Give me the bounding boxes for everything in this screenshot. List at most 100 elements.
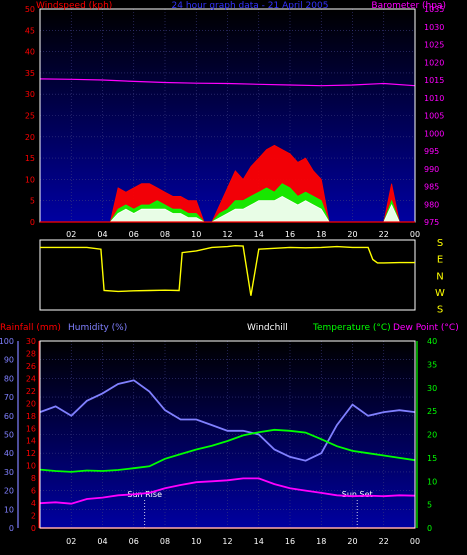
barometer-tick-label: 1000 — [424, 129, 444, 138]
barometer-tick-label: 1010 — [424, 94, 444, 103]
rainfall-tick-label: 10 — [26, 462, 36, 471]
wind-x-tick-label: 10 — [191, 230, 201, 239]
barometer-tick-label: 1025 — [424, 41, 444, 50]
windspeed-tick-label: 35 — [25, 69, 35, 78]
rainfall-tick-label: 0 — [31, 524, 36, 533]
rainfall-tick-label: 14 — [26, 437, 36, 446]
windspeed-tick-label: 40 — [25, 48, 35, 57]
wind-x-tick-label: 04 — [97, 230, 107, 239]
sun-marker-label: Sun Set — [342, 490, 373, 499]
temperature-tick-label: 25 — [427, 407, 437, 416]
rainfall-tick-label: 22 — [26, 387, 36, 396]
rainfall-tick-label: 8 — [31, 474, 36, 483]
temperature-tick-label: 35 — [427, 360, 437, 369]
temperature-tick-label: 30 — [427, 384, 437, 393]
barometer-tick-label: 980 — [424, 200, 439, 209]
windspeed-tick-label: 20 — [25, 133, 35, 142]
temperature-line — [39, 428, 416, 473]
temperature-axis-label: Temperature (°C) — [312, 323, 391, 333]
wind-x-tick-label: 14 — [254, 230, 264, 239]
rainfall-tick-label: 6 — [31, 487, 36, 496]
barometer-tick-label: 975 — [424, 218, 439, 227]
rainfall-tick-label: 18 — [26, 412, 36, 421]
windspeed-tick-label: 25 — [25, 112, 35, 121]
windspeed-axis-label: Windspeed (kph) — [36, 1, 112, 11]
wind-direction-plot-area — [39, 239, 416, 311]
compass-label: S — [437, 238, 443, 249]
barometer-tick-label: 1035 — [424, 5, 444, 14]
chart-title: 24 hour graph data - 21 April 2005 — [172, 1, 329, 11]
barometer-line — [39, 78, 416, 87]
humidity-tick-label: 90 — [4, 356, 14, 365]
compass-label: S — [437, 305, 443, 316]
barometer-tick-label: 1015 — [424, 76, 444, 85]
temperature-x-tick-label: 12 — [222, 537, 232, 546]
humidity-tick-label: 10 — [4, 505, 14, 514]
temperature-x-tick-label: 00 — [410, 537, 420, 546]
wind-x-tick-label: 08 — [160, 230, 170, 239]
rainfall-axis-label: Rainfall (mm) — [0, 323, 61, 333]
dew-point-axis-label: Dew Point (°C) — [393, 323, 459, 333]
barometer-tick-label: 1020 — [424, 58, 444, 67]
wind-x-tick-label: 20 — [347, 230, 357, 239]
humidity-tick-label: 40 — [4, 449, 14, 458]
temperature-plot-frame — [39, 340, 416, 529]
windchill-label: Windchill — [247, 323, 288, 333]
rainfall-tick-label: 4 — [31, 499, 36, 508]
humidity-line — [39, 379, 416, 462]
rainfall-tick-label: 24 — [26, 374, 36, 383]
rainfall-tick-label: 16 — [26, 424, 36, 433]
temperature-x-tick-label: 04 — [97, 537, 107, 546]
temperature-x-tick-label: 22 — [379, 537, 389, 546]
compass-label: N — [436, 271, 443, 282]
humidity-tick-label: 100 — [0, 337, 14, 346]
barometer-axis-label: Barometer (hpa) — [371, 1, 446, 11]
wind-x-tick-label: 12 — [222, 230, 232, 239]
wind-x-tick-label: 06 — [129, 230, 139, 239]
humidity-tick-label: 30 — [4, 468, 14, 477]
wind-x-tick-label: 22 — [379, 230, 389, 239]
humidity-tick-label: 50 — [4, 431, 14, 440]
rainfall-tick-label: 28 — [26, 349, 36, 358]
temperature-x-tick-label: 20 — [347, 537, 357, 546]
windspeed-tick-label: 15 — [25, 154, 35, 163]
windspeed-tick-label: 30 — [25, 90, 35, 99]
dew-point-line — [39, 477, 416, 505]
humidity-tick-label: 80 — [4, 374, 14, 383]
temperature-tick-label: 10 — [427, 477, 437, 486]
humidity-axis-label: Humidity (%) — [68, 323, 127, 333]
rainfall-tick-label: 20 — [26, 399, 36, 408]
wind-x-tick-label: 18 — [316, 230, 326, 239]
compass-label: E — [437, 255, 443, 266]
barometer-tick-label: 995 — [424, 147, 439, 156]
barometer-tick-label: 1005 — [424, 112, 444, 121]
humidity-tick-label: 60 — [4, 412, 14, 421]
temperature-tick-label: 40 — [427, 337, 437, 346]
temperature-x-tick-label: 08 — [160, 537, 170, 546]
temperature-x-tick-label: 02 — [66, 537, 76, 546]
temperature-x-tick-label: 14 — [254, 537, 264, 546]
windspeed-tick-label: 50 — [25, 5, 35, 14]
wind-x-tick-label: 02 — [66, 230, 76, 239]
temperature-x-tick-label: 06 — [129, 537, 139, 546]
humidity-tick-label: 70 — [4, 393, 14, 402]
temperature-tick-label: 15 — [427, 454, 437, 463]
temperature-tick-label: 20 — [427, 431, 437, 440]
wind-x-tick-label: 16 — [285, 230, 295, 239]
barometer-tick-label: 990 — [424, 165, 439, 174]
rainfall-tick-label: 26 — [26, 362, 36, 371]
rainfall-tick-label: 2 — [31, 512, 36, 521]
wind-x-tick-label: 00 — [410, 230, 420, 239]
windspeed-tick-label: 10 — [25, 175, 35, 184]
humidity-tick-label: 20 — [4, 487, 14, 496]
windspeed-tick-label: 0 — [30, 218, 35, 227]
temperature-tick-label: 5 — [427, 501, 432, 510]
windspeed-tick-label: 5 — [30, 197, 35, 206]
barometer-tick-label: 1030 — [424, 23, 444, 32]
humidity-tick-label: 0 — [9, 524, 14, 533]
sun-marker-label: Sun Rise — [127, 490, 162, 499]
rainfall-tick-label: 30 — [26, 337, 36, 346]
temperature-x-tick-label: 10 — [191, 537, 201, 546]
wind-direction-line — [40, 244, 415, 296]
